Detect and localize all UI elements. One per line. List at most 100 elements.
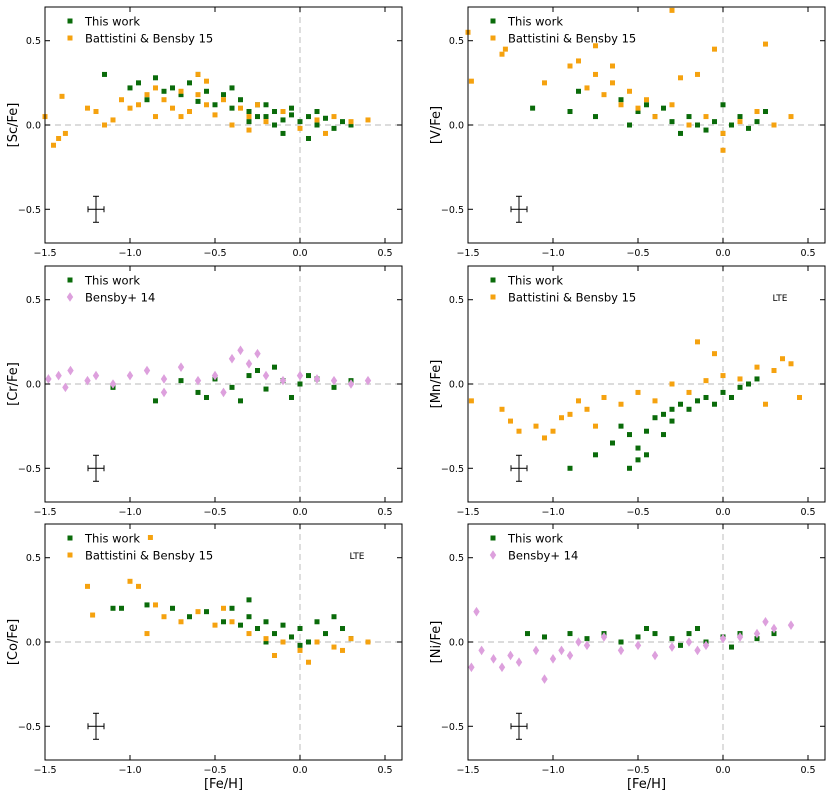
data-point [92, 370, 100, 381]
data-point [348, 122, 354, 128]
data-point [567, 411, 573, 417]
data-point [340, 647, 345, 653]
data-point [212, 622, 218, 628]
data-point [678, 401, 683, 407]
data-point [85, 583, 90, 589]
data-point [187, 614, 192, 620]
data-point [323, 115, 328, 121]
data-point [144, 97, 150, 103]
data-point [56, 135, 62, 141]
data-point [272, 631, 277, 637]
data-point [246, 114, 252, 120]
data-point [694, 645, 701, 656]
data-point [635, 445, 641, 451]
data-point [754, 109, 760, 115]
data-point [85, 105, 90, 111]
series-1 [102, 71, 354, 141]
data-point [212, 102, 218, 108]
data-point [45, 374, 52, 384]
x-tick-label: −1.5 [33, 248, 56, 259]
data-point [348, 119, 354, 125]
data-point [178, 88, 184, 94]
data-point [153, 114, 158, 120]
data-point [263, 102, 269, 108]
data-point [144, 92, 150, 98]
data-point [187, 109, 192, 115]
data-point [297, 647, 303, 653]
data-point [618, 102, 624, 108]
data-point [516, 428, 522, 434]
x-tick-label: −1.0 [541, 765, 564, 776]
data-point [102, 122, 107, 128]
data-point [669, 119, 675, 125]
data-point [584, 406, 590, 412]
x-tick-label: 0.0 [292, 765, 307, 776]
data-point [797, 394, 802, 400]
y-tick-label: −0.5 [441, 205, 464, 216]
data-point [314, 122, 320, 128]
data-point [617, 645, 625, 656]
data-point [507, 650, 514, 661]
legend-marker [490, 535, 496, 541]
data-point [771, 368, 777, 374]
data-point [720, 147, 726, 153]
data-point [254, 348, 261, 359]
data-point [502, 46, 508, 52]
data-point [170, 605, 175, 611]
data-point [593, 43, 598, 49]
data-point [178, 92, 184, 98]
data-point [737, 114, 743, 120]
data-point [280, 622, 286, 628]
data-point [478, 645, 485, 656]
data-point [127, 578, 133, 584]
data-point [566, 650, 574, 661]
series-2 [468, 606, 795, 684]
data-point [610, 80, 615, 86]
data-point [635, 109, 641, 115]
data-point [238, 398, 243, 404]
data-point [221, 97, 226, 103]
data-point [788, 361, 794, 367]
data-point [153, 398, 158, 404]
data-point [238, 105, 243, 111]
data-point [788, 114, 794, 120]
data-point [127, 85, 133, 91]
data-point [289, 112, 294, 118]
data-point [314, 117, 320, 123]
panel-4: −1.5 −1.0 −0.5 0.0 0.5 −0.5 0.0 0.5 [Mn/Fe] This … [429, 265, 826, 518]
legend: This work Battistini & Bensby 15 [490, 15, 636, 46]
data-point [532, 645, 540, 656]
legend-label: Bensby+ 14 [508, 549, 578, 563]
data-point [255, 626, 260, 632]
data-point [280, 109, 286, 115]
data-point [246, 614, 252, 620]
data-point [720, 389, 726, 395]
legend-label: This work [507, 274, 563, 288]
legend-label: Battistini & Bensby 15 [508, 32, 636, 46]
x-tick-label: −0.5 [626, 248, 649, 259]
data-point [177, 362, 185, 372]
data-point [549, 654, 557, 664]
x-tick-label: −1.5 [33, 507, 56, 518]
legend: This work Battistini & Bensby 15 [490, 274, 636, 305]
data-point [153, 85, 158, 91]
data-point [272, 652, 277, 658]
data-point [187, 80, 192, 86]
x-tick-label: −1.0 [541, 248, 564, 259]
data-point [695, 398, 700, 404]
data-point [195, 71, 201, 77]
data-point [221, 619, 226, 625]
data-point [289, 634, 294, 640]
data-point [558, 645, 565, 656]
data-point [161, 88, 167, 94]
y-tick-label: 0.0 [449, 380, 464, 391]
x-tick-label: 0.5 [377, 507, 392, 518]
data-point [297, 119, 303, 125]
x-tick-label: −0.5 [203, 248, 226, 259]
data-point [272, 364, 277, 370]
data-point [720, 373, 726, 379]
data-point [306, 114, 311, 120]
y-tick-label: 0.0 [26, 638, 41, 649]
data-point [228, 353, 236, 364]
data-point [110, 605, 116, 611]
